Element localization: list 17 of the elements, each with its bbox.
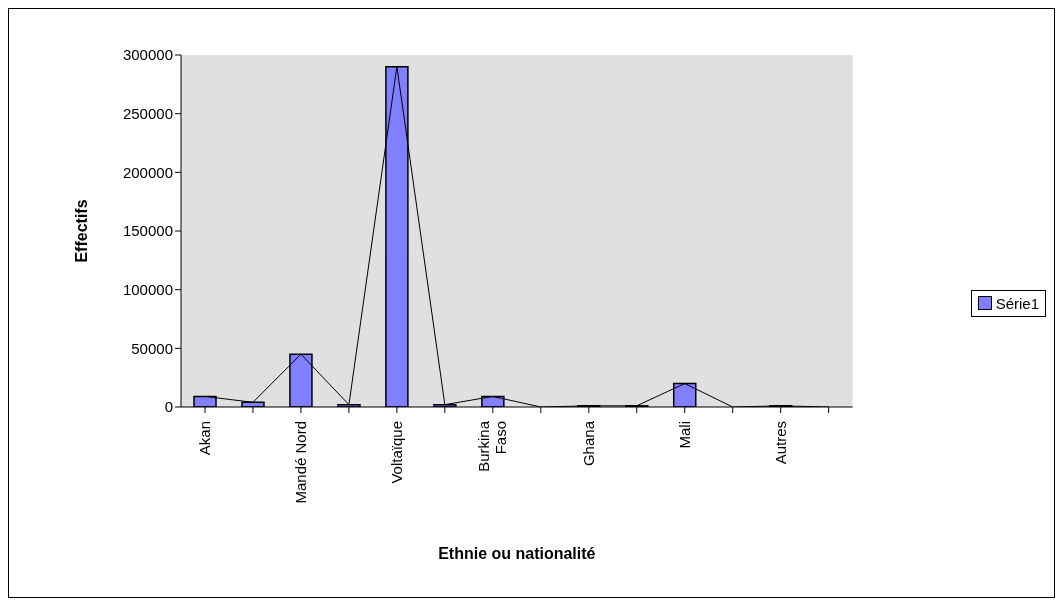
y-tick-label: 300000 [122, 46, 173, 64]
y-axis-title: Effectifs [72, 199, 90, 263]
y-tick-label: 100000 [122, 280, 173, 298]
x-tick-label: Akan [195, 421, 213, 456]
y-tick-label: 0 [164, 398, 173, 416]
x-axis-title: Ethnie ou nationalité [438, 545, 596, 562]
x-tick-label: Autres [771, 421, 789, 465]
x-tick-label: Voltaïque [387, 421, 405, 484]
x-tick-label: Burkina Faso [475, 420, 510, 472]
x-tick-label: Mandé Nord [291, 421, 309, 504]
y-tick-label: 250000 [122, 104, 173, 122]
y-tick-label: 150000 [122, 222, 173, 240]
legend-label: Série1 [995, 294, 1039, 312]
x-tick-label: Mali [675, 421, 693, 449]
y-tick-label: 200000 [122, 163, 173, 181]
y-tick-label: 50000 [131, 339, 173, 357]
x-tick-label: Ghana [579, 420, 597, 467]
